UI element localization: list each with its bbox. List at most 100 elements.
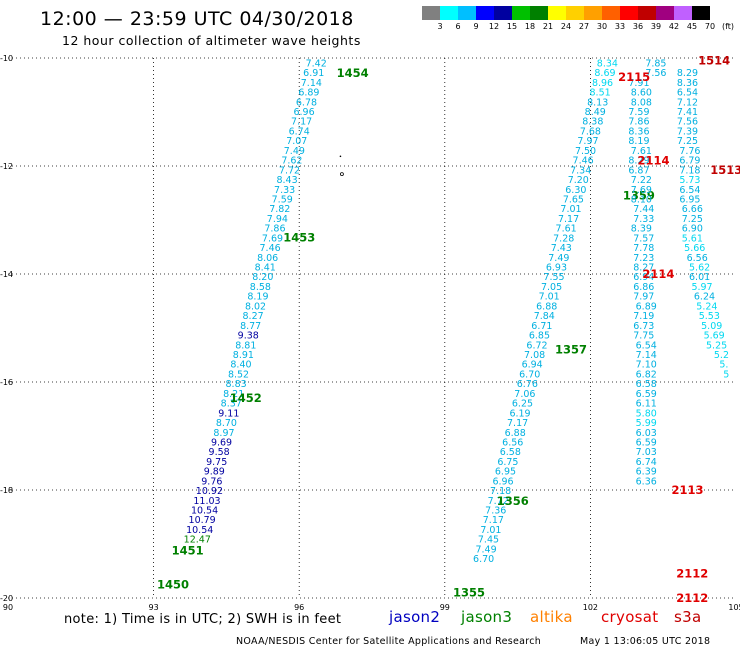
colorbar-label: 27 xyxy=(578,22,590,31)
pass-time-label: 1452 xyxy=(230,391,262,405)
swh-value: 5.25 xyxy=(706,340,727,351)
legend-item-jason3: jason3 xyxy=(461,608,513,626)
swh-value: 7.06 xyxy=(514,389,535,400)
swh-value: 6.58 xyxy=(500,447,521,458)
colorbar-swatch xyxy=(440,6,458,20)
swh-value: 9.76 xyxy=(201,476,222,487)
colorbar-label: 45 xyxy=(686,22,698,31)
swh-value: 7.72 xyxy=(279,165,300,176)
swh-value: 7.18 xyxy=(490,486,511,497)
swh-value: 9.58 xyxy=(209,447,230,458)
swh-value: 8.52 xyxy=(228,369,249,380)
swh-value: 6.95 xyxy=(679,194,700,205)
swh-value: 8.58 xyxy=(250,282,271,293)
swh-value: 5.69 xyxy=(704,331,725,342)
swh-value: 8.10 xyxy=(631,194,652,205)
swh-value: 6.96 xyxy=(492,476,513,487)
swh-value: 7.43 xyxy=(551,243,572,254)
swh-value: 5.24 xyxy=(696,301,717,312)
swh-value: 7.18 xyxy=(679,165,700,176)
swh-value: 8.36 xyxy=(677,78,698,89)
swh-value: 7.08 xyxy=(524,350,545,361)
swh-value: 9.75 xyxy=(206,457,227,468)
legend-item-jason2: jason2 xyxy=(389,608,441,626)
colorbar-label: 33 xyxy=(614,22,626,31)
colorbar-swatch xyxy=(548,6,566,20)
swh-value: 8.41 xyxy=(255,263,276,274)
swh-value: 7.61 xyxy=(631,146,652,157)
swh-value: 7.91 xyxy=(628,78,649,89)
swh-value: 6.54 xyxy=(677,88,698,99)
swh-value: 7.12 xyxy=(677,97,698,108)
swh-value: 7.56 xyxy=(645,68,666,79)
colorbar-label: 21 xyxy=(542,22,554,31)
swh-value: 8.51 xyxy=(590,88,611,99)
swh-value: 6.82 xyxy=(636,369,657,380)
swh-value: 8.49 xyxy=(585,107,606,118)
swh-value: 6.91 xyxy=(303,68,324,79)
swh-value: 6.56 xyxy=(502,437,523,448)
swh-value: 7.49 xyxy=(548,253,569,264)
colorbar-label: 6 xyxy=(455,22,461,31)
swh-value: 8.43 xyxy=(276,175,297,186)
longitude-tick-label: 96 xyxy=(294,603,304,612)
swh-value: 9.69 xyxy=(211,437,232,448)
swh-value: 11.03 xyxy=(193,496,220,507)
latitude-tick-label: -16 xyxy=(0,378,13,387)
swh-value: 7.34 xyxy=(570,165,591,176)
swh-value: 6.01 xyxy=(689,272,710,283)
swh-value: 8.19 xyxy=(247,292,268,303)
swh-value: 8.08 xyxy=(631,97,652,108)
swh-value: 8.69 xyxy=(594,68,615,79)
colorbar-swatch xyxy=(692,6,710,20)
swh-value: 8.40 xyxy=(230,360,251,371)
pass-time-label: 1451 xyxy=(172,543,204,557)
swh-value: 10.92 xyxy=(196,486,223,497)
colorbar-swatch xyxy=(674,6,692,20)
island-mark xyxy=(339,155,342,158)
swh-value: 7.68 xyxy=(580,126,601,137)
map-subtitle: 12 hour collection of altimeter wave hei… xyxy=(62,33,361,48)
swh-value: 7.05 xyxy=(541,282,562,293)
swh-value: 8.60 xyxy=(631,88,652,99)
swh-value: 7.28 xyxy=(553,233,574,244)
pass-time-label: 2114 xyxy=(642,267,674,281)
swh-value: 8.06 xyxy=(257,253,278,264)
colorbar-label: 36 xyxy=(632,22,644,31)
colorbar-swatch xyxy=(494,6,512,20)
swh-value: 6.72 xyxy=(526,340,547,351)
swh-value: 7.94 xyxy=(267,214,288,225)
swh-value: 5.61 xyxy=(682,233,703,244)
swh-value: 7.46 xyxy=(260,243,281,254)
swh-value: 7.97 xyxy=(577,136,598,147)
swh-value: 6.70 xyxy=(473,554,494,565)
swh-value: 8.37 xyxy=(221,399,242,410)
swh-value: 6.59 xyxy=(636,389,657,400)
colorbar-label: 12 xyxy=(488,22,500,31)
swh-value: 12.47 xyxy=(184,535,211,546)
colorbar-swatch xyxy=(638,6,656,20)
swh-value: 7.97 xyxy=(633,292,654,303)
swh-value: 7.59 xyxy=(272,194,293,205)
swh-value: 7.33 xyxy=(274,185,295,196)
swh-value: 6.59 xyxy=(636,437,657,448)
swh-value: 7.86 xyxy=(264,224,285,235)
swh-value: 8.97 xyxy=(213,428,234,439)
swh-value: 7.19 xyxy=(633,311,654,322)
swh-value: 9.38 xyxy=(238,331,259,342)
latitude-tick-label: -20 xyxy=(0,594,13,603)
swh-value: 7.33 xyxy=(633,214,654,225)
pass-time-label: 1450 xyxy=(157,578,189,592)
swh-value: 6.88 xyxy=(505,428,526,439)
pass-time-label: 1513 xyxy=(710,163,740,177)
swh-value: 7.55 xyxy=(543,272,564,283)
colorbar-label: 24 xyxy=(560,22,572,31)
colorbar-label: (ft) xyxy=(721,22,735,31)
swh-value: 6.96 xyxy=(293,107,314,118)
swh-value: 6.11 xyxy=(636,399,657,410)
swh-value: 10.54 xyxy=(191,506,218,517)
swh-value: 7.17 xyxy=(507,418,528,429)
swh-value: 6.89 xyxy=(298,88,319,99)
swh-value: 6.94 xyxy=(633,272,654,283)
swh-value: 7.39 xyxy=(677,126,698,137)
